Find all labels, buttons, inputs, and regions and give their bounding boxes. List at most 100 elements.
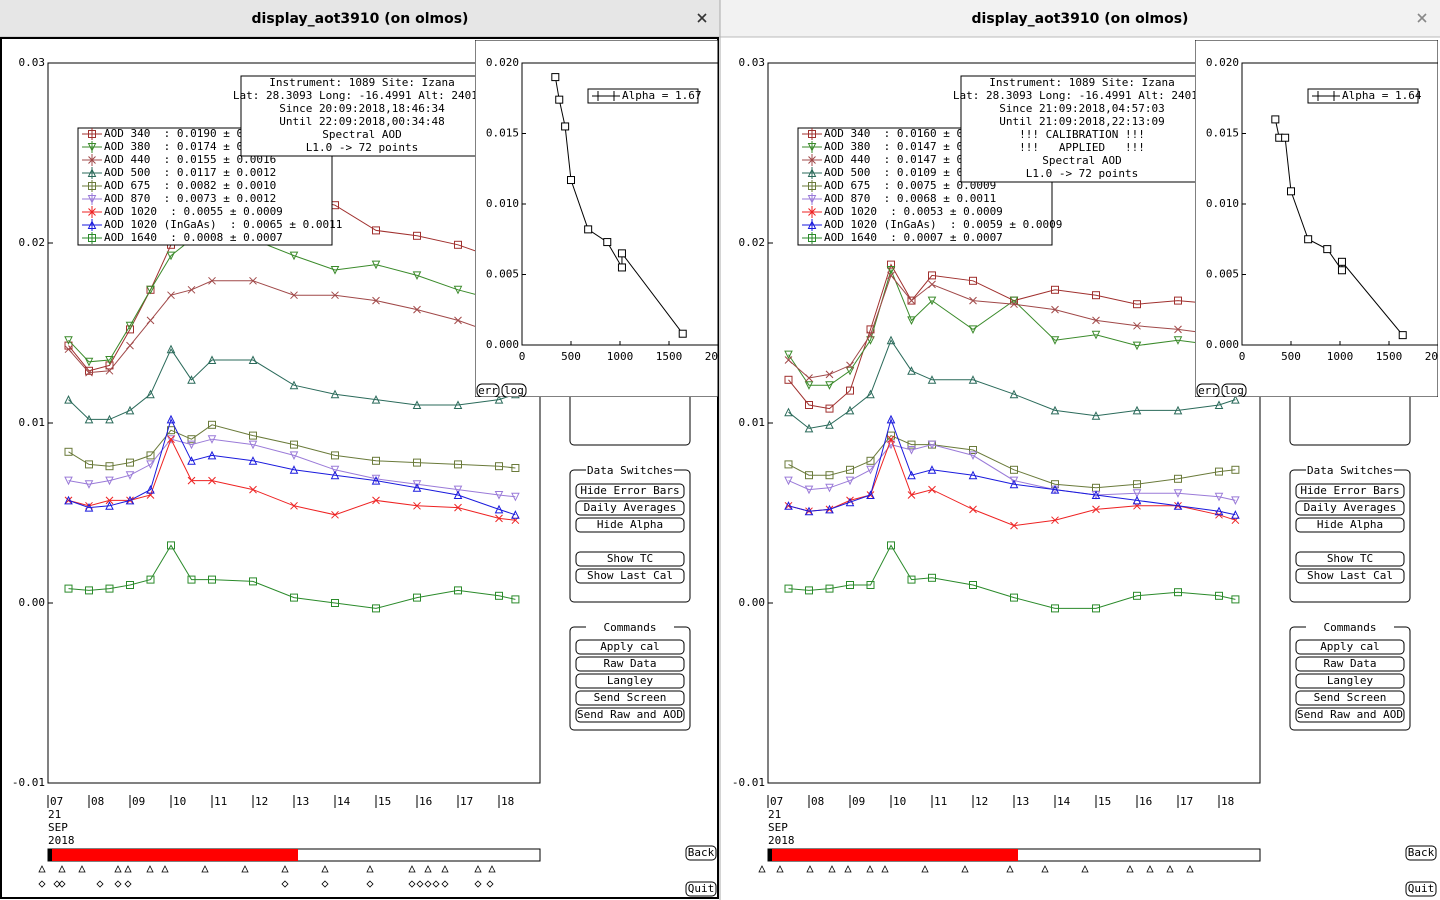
info-line: Lat: 28.3093 Long: -16.4991 Alt: 2401 m	[953, 89, 1212, 102]
button[interactable]	[575, 500, 685, 516]
button-label[interactable]: Langley	[1327, 674, 1374, 687]
marker	[907, 316, 916, 326]
marker	[1133, 321, 1141, 330]
marker	[866, 389, 875, 399]
inset-button-label[interactable]: err	[478, 384, 498, 397]
marker	[866, 336, 875, 345]
button[interactable]	[1295, 673, 1405, 689]
button[interactable]	[1295, 483, 1405, 499]
cal-diamond	[281, 880, 289, 888]
inset-button-label[interactable]: err	[1198, 384, 1218, 397]
inset-button[interactable]	[501, 383, 527, 397]
button[interactable]	[1295, 551, 1405, 567]
marker	[907, 296, 916, 305]
marker	[1337, 257, 1346, 266]
button[interactable]	[575, 639, 685, 655]
button-label[interactable]: Show TC	[1327, 552, 1373, 565]
marker	[413, 305, 421, 314]
button-label[interactable]: Hide Alpha	[1317, 518, 1383, 531]
info-line: L1.0 -> 72 points	[306, 141, 419, 154]
info-line: Since 20:09:2018,18:46:34	[279, 102, 445, 115]
button-label[interactable]: Back	[688, 846, 715, 859]
marker	[1231, 394, 1240, 404]
marker	[413, 593, 421, 602]
marker	[84, 480, 94, 489]
button-label[interactable]: Raw Data	[604, 657, 657, 670]
button[interactable]	[1295, 500, 1405, 516]
button[interactable]	[1405, 845, 1437, 861]
marker	[1132, 489, 1142, 498]
button-label[interactable]: Quit	[1408, 882, 1435, 895]
inset-button[interactable]	[1196, 383, 1220, 397]
button[interactable]	[575, 483, 685, 499]
button-label[interactable]: Daily Averages	[584, 501, 677, 514]
button-label[interactable]: Quit	[688, 882, 715, 895]
close-icon[interactable]	[697, 13, 707, 23]
button-label[interactable]: Apply cal	[600, 640, 660, 653]
button[interactable]	[685, 845, 717, 861]
button[interactable]	[575, 517, 685, 533]
button-label[interactable]: Show Last Cal	[587, 569, 673, 582]
marker	[494, 504, 504, 514]
marker	[1173, 336, 1183, 345]
button-label[interactable]: Daily Averages	[1304, 501, 1397, 514]
button[interactable]	[575, 656, 685, 672]
button-label[interactable]: Show Last Cal	[1307, 569, 1393, 582]
marker	[907, 575, 916, 584]
button[interactable]	[575, 690, 685, 706]
marker	[453, 490, 463, 499]
button[interactable]	[1295, 568, 1405, 584]
button-label[interactable]: Send Screen	[594, 691, 667, 704]
inset-button[interactable]	[476, 383, 500, 397]
button[interactable]	[575, 673, 685, 689]
button[interactable]	[1405, 881, 1437, 897]
inset-button-label[interactable]: log	[504, 384, 524, 397]
button-label[interactable]: Langley	[607, 674, 654, 687]
cal-marker	[828, 865, 836, 873]
button[interactable]	[575, 568, 685, 584]
series-line	[68, 424, 516, 469]
button[interactable]	[1295, 656, 1405, 672]
window: display_aot3910 (on olmos)-0.010.000.010…	[0, 0, 720, 899]
marker	[887, 541, 895, 550]
marker	[1173, 489, 1183, 498]
button-label[interactable]: Send Screen	[1314, 691, 1387, 704]
inset-button-label[interactable]: log	[1224, 384, 1244, 397]
marker	[825, 584, 834, 593]
series-line	[788, 444, 1236, 501]
close-icon[interactable]	[1417, 13, 1427, 23]
marker	[146, 285, 155, 295]
button[interactable]	[575, 707, 685, 723]
marker	[1051, 604, 1059, 613]
button-label[interactable]: Send Raw and AOD	[577, 708, 683, 721]
button[interactable]	[1295, 690, 1405, 706]
button-label[interactable]: Raw Data	[1324, 657, 1377, 670]
button-label[interactable]: Back	[1408, 846, 1435, 859]
button-label[interactable]: Hide Error Bars	[580, 484, 679, 497]
marker	[1009, 479, 1019, 489]
button-label[interactable]: Apply cal	[1320, 640, 1380, 653]
marker	[289, 451, 299, 461]
marker	[807, 168, 817, 177]
inset-button[interactable]	[1221, 383, 1247, 397]
button-label[interactable]: Hide Alpha	[597, 518, 663, 531]
marker	[290, 501, 298, 510]
button-label[interactable]: Send Raw and AOD	[1297, 708, 1403, 721]
marker	[64, 447, 73, 456]
x-tick-label: 08	[91, 795, 104, 808]
button[interactable]	[575, 551, 685, 567]
button[interactable]	[1295, 707, 1405, 723]
series-line	[788, 437, 1236, 527]
marker	[968, 375, 978, 384]
cal-diamond	[416, 880, 424, 888]
window-frame	[0, 37, 719, 899]
button[interactable]	[1295, 639, 1405, 655]
button[interactable]	[685, 881, 717, 897]
button-label[interactable]: Show TC	[607, 552, 653, 565]
button[interactable]	[1295, 517, 1405, 533]
marker	[969, 505, 977, 514]
marker	[1304, 235, 1313, 244]
marker	[85, 586, 93, 595]
marker	[1091, 490, 1101, 499]
button-label[interactable]: Hide Error Bars	[1300, 484, 1399, 497]
